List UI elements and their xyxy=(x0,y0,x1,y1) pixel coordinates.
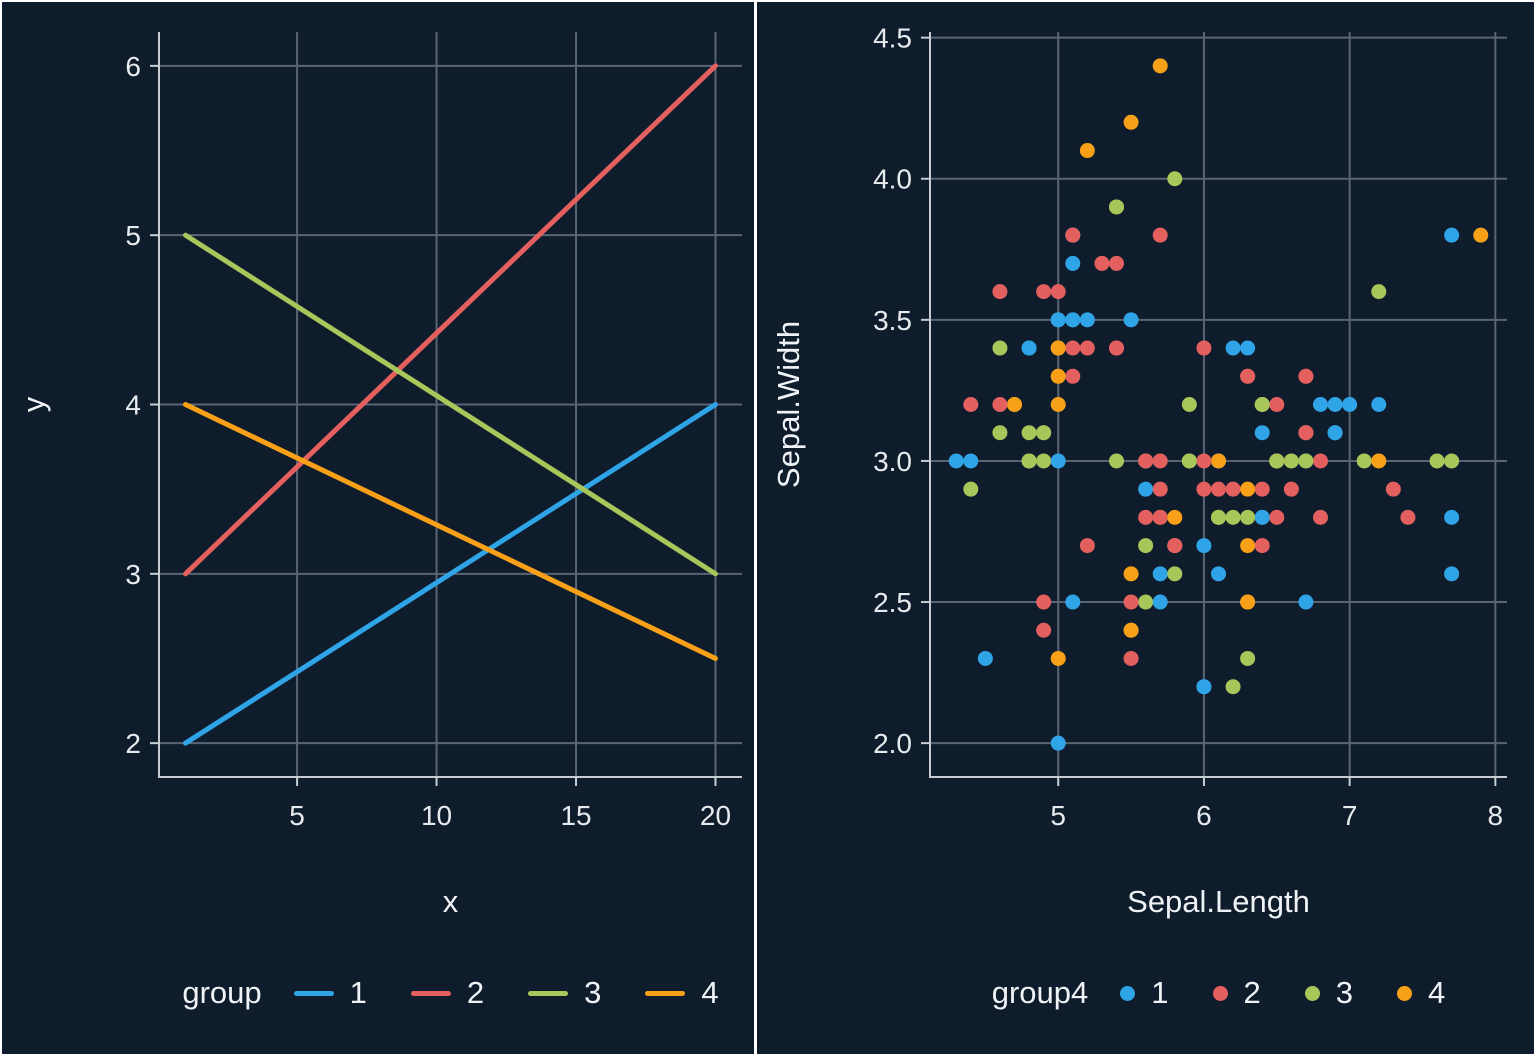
axis-titles: xy xyxy=(16,396,459,919)
svg-text:3.5: 3.5 xyxy=(873,305,912,336)
svg-text:5: 5 xyxy=(1050,800,1066,831)
legend-item-1: 1 xyxy=(1120,975,1169,1011)
svg-text:4.0: 4.0 xyxy=(873,164,912,195)
line-chart-legend: group 1 2 3 4 xyxy=(2,932,754,1054)
legend-item-label: 2 xyxy=(466,975,485,1010)
x-axis-title: x xyxy=(443,884,459,919)
svg-text:8: 8 xyxy=(1488,800,1504,831)
legend-line-swatch-2 xyxy=(410,990,451,996)
svg-text:5: 5 xyxy=(125,220,141,251)
series-line-4 xyxy=(183,402,718,661)
legend-item-4: 4 xyxy=(645,975,719,1011)
legend-item-label: 2 xyxy=(1243,975,1261,1010)
legend-title: group4 xyxy=(991,975,1089,1010)
axes xyxy=(150,32,742,786)
series-line-1 xyxy=(183,402,718,746)
legend-dot-swatch-3 xyxy=(1304,985,1320,1001)
legend-dot-swatch-1 xyxy=(1120,985,1136,1001)
svg-text:10: 10 xyxy=(421,800,452,831)
svg-text:2.0: 2.0 xyxy=(873,728,912,759)
legend-title: group xyxy=(182,975,262,1010)
x-axis-title: Sepal.Length xyxy=(1127,884,1310,919)
axis-titles: Sepal.Length Sepal.Width xyxy=(771,321,1310,919)
svg-text:3: 3 xyxy=(125,559,141,590)
svg-text:7: 7 xyxy=(1342,800,1358,831)
svg-text:4: 4 xyxy=(125,390,141,421)
y-axis-title: Sepal.Width xyxy=(771,321,806,488)
legend-item-label: 3 xyxy=(584,975,602,1010)
legend-item-4: 4 xyxy=(1397,975,1445,1011)
svg-text:2.5: 2.5 xyxy=(873,587,912,618)
legend-item-3: 3 xyxy=(1304,975,1354,1011)
legend-dot-swatch-2 xyxy=(1212,985,1228,1001)
scatter-chart-legend: group4 1 2 3 4 xyxy=(757,932,1534,1054)
legend-item-3: 3 xyxy=(528,975,601,1011)
series-line-2 xyxy=(183,63,718,577)
y-axis-title: y xyxy=(16,396,51,412)
svg-text:2: 2 xyxy=(125,728,141,759)
legend-line-swatch-4 xyxy=(645,990,686,996)
axes xyxy=(921,32,1507,786)
svg-text:4.5: 4.5 xyxy=(873,23,912,54)
svg-text:15: 15 xyxy=(560,800,591,831)
svg-text:5: 5 xyxy=(289,800,305,831)
scatter-chart-svg: 5 6 7 82.02.53.03.54.04.5Sepal.LengthSepal.… xyxy=(771,23,1507,919)
svg-text:3.0: 3.0 xyxy=(873,446,912,477)
tick-labels: 5 6 7 8 2.0 2.5 3.0 3.5 4.0 4.5 xyxy=(873,23,1503,831)
legend-item-label: 1 xyxy=(1151,975,1169,1010)
legend-item-label: 4 xyxy=(1428,975,1446,1010)
series-line-3 xyxy=(183,232,718,577)
svg-text:6: 6 xyxy=(1196,800,1212,831)
legend-item-1: 1 xyxy=(293,975,367,1011)
legend-item-2: 2 xyxy=(410,975,485,1011)
tick-labels: 5 10 15 20 2 3 4 5 6 xyxy=(125,51,731,831)
svg-text:6: 6 xyxy=(125,51,141,82)
svg-text:20: 20 xyxy=(700,800,731,831)
scatter-chart-panel: 5 6 7 8 2.0 2.5 3.0 3.5 4.0 4.5 Sepal.Length Sepal.… xyxy=(754,2,1534,1054)
legend-dot-swatch-4 xyxy=(1397,985,1413,1001)
legend-item-2: 2 xyxy=(1212,975,1261,1011)
legend-item-label: 4 xyxy=(701,975,719,1010)
legend-line-swatch-1 xyxy=(293,990,334,996)
legend-item-label: 3 xyxy=(1335,975,1354,1010)
legend-item-label: 1 xyxy=(349,975,367,1010)
scatter-points xyxy=(948,58,1489,751)
legend-line-swatch-3 xyxy=(528,990,569,996)
